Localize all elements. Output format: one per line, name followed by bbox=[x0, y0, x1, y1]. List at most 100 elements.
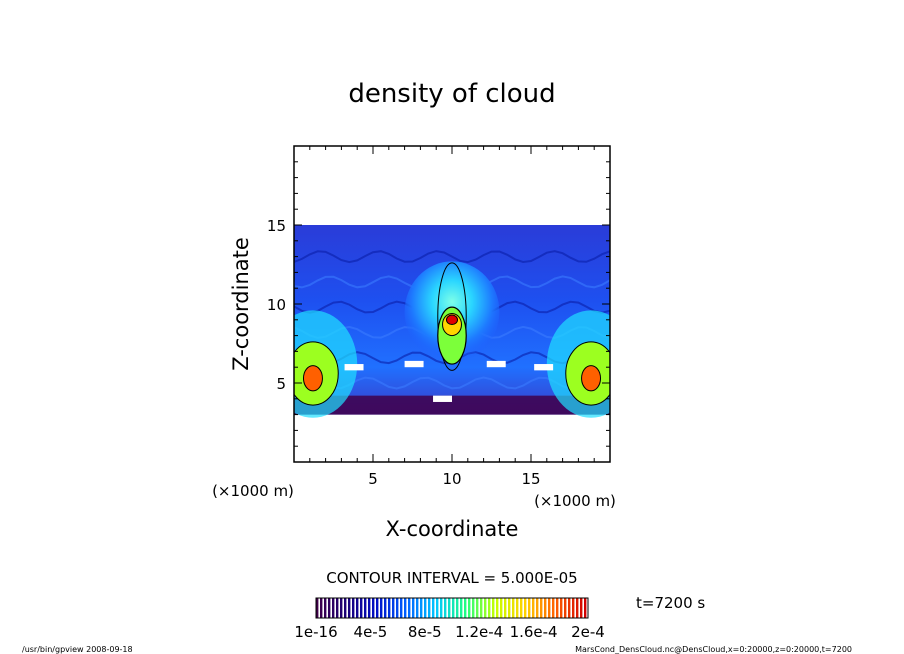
colorbar-stripe bbox=[464, 598, 467, 618]
gap-0 bbox=[344, 364, 364, 371]
colorbar-stripe bbox=[360, 598, 363, 618]
colorbar-stripe bbox=[520, 598, 523, 618]
colorbar-stripe bbox=[408, 598, 411, 618]
gap-3 bbox=[534, 364, 554, 371]
contour-field bbox=[294, 225, 610, 418]
colorbar-stripe bbox=[572, 598, 575, 618]
x-axis-label: X-coordinate bbox=[386, 517, 519, 541]
lower-fringe bbox=[294, 395, 610, 415]
colorbar-stripe bbox=[384, 598, 387, 618]
colorbar-stripe bbox=[564, 598, 567, 618]
colorbar-stripe bbox=[484, 598, 487, 618]
colorbar-frame bbox=[315, 597, 589, 619]
colorbar-tick-label: 1.6e-4 bbox=[510, 623, 558, 641]
plume-contour bbox=[437, 262, 467, 371]
colorbar-tick-label: 1e-16 bbox=[294, 623, 337, 641]
colorbar-stripe bbox=[320, 598, 323, 618]
colorbar-stripe bbox=[512, 598, 515, 618]
colorbar-stripe bbox=[480, 598, 483, 618]
colorbar-stripe bbox=[472, 598, 475, 618]
colorbar-stripe bbox=[504, 598, 507, 618]
colorbar-stripe bbox=[544, 598, 547, 618]
gap-2 bbox=[486, 360, 506, 368]
colorbar-stripe bbox=[420, 598, 423, 618]
colorbar-stripe bbox=[432, 598, 435, 618]
x-tick-label: 10 bbox=[442, 470, 461, 488]
colorbar-stripe bbox=[476, 598, 479, 618]
colorbar-stripe bbox=[396, 598, 399, 618]
colorbar-stripe bbox=[392, 598, 395, 618]
colorbar-stripe bbox=[424, 598, 427, 618]
colorbar-tick-label: 2e-4 bbox=[571, 623, 605, 641]
colorbar-stripe bbox=[440, 598, 443, 618]
colorbar-stripe bbox=[428, 598, 431, 618]
colorbar-stripe bbox=[364, 598, 367, 618]
y-tick-label: 15 bbox=[267, 217, 286, 235]
y-unit-label: (×1000 m) bbox=[212, 482, 294, 500]
footer-right: MarsCond_DensCloud.nc@DensCloud,x=0:2000… bbox=[575, 645, 852, 654]
colorbar-stripe bbox=[536, 598, 539, 618]
colorbar-stripe bbox=[556, 598, 559, 618]
colorbar-stripe bbox=[356, 598, 359, 618]
colorbar bbox=[316, 598, 587, 618]
colorbar-stripe bbox=[532, 598, 535, 618]
footer-left: /usr/bin/gpview 2008-09-18 bbox=[22, 645, 133, 654]
colorbar-stripe bbox=[336, 598, 339, 618]
colorbar-stripe bbox=[452, 598, 455, 618]
colorbar-stripe bbox=[468, 598, 471, 618]
axis-ticks: 5 10 15 5 10 15 bbox=[267, 145, 611, 488]
colorbar-stripe bbox=[376, 598, 379, 618]
y-axis-label: Z-coordinate bbox=[229, 237, 253, 371]
colorbar-stripe bbox=[580, 598, 583, 618]
colorbar-stripe bbox=[388, 598, 391, 618]
colorbar-stripe bbox=[436, 598, 439, 618]
plume-core-red bbox=[445, 314, 459, 326]
colorbar-stripe bbox=[316, 598, 319, 618]
colorbar-stripe bbox=[460, 598, 463, 618]
colorbar-stripe bbox=[456, 598, 459, 618]
gap-4 bbox=[433, 395, 452, 402]
colorbar-stripe bbox=[352, 598, 355, 618]
colorbar-stripe bbox=[488, 598, 491, 618]
colorbar-stripe bbox=[560, 598, 563, 618]
colorbar-stripe bbox=[416, 598, 419, 618]
colorbar-stripe bbox=[380, 598, 383, 618]
time-label: t=7200 s bbox=[636, 594, 705, 612]
colorbar-tick-label: 4e-5 bbox=[354, 623, 388, 641]
colorbar-tick-labels: 1e-16 4e-5 8e-5 1.2e-4 1.6e-4 2e-4 bbox=[294, 623, 605, 641]
colorbar-stripe bbox=[324, 598, 327, 618]
colorbar-stripe bbox=[552, 598, 555, 618]
colorbar-stripe bbox=[400, 598, 403, 618]
y-tick-label: 5 bbox=[276, 375, 286, 393]
chart-title: density of cloud bbox=[348, 79, 555, 109]
colorbar-stripe bbox=[584, 598, 587, 618]
x-tick-label: 15 bbox=[521, 470, 540, 488]
colorbar-stripe bbox=[540, 598, 543, 618]
colorbar-tick-label: 1.2e-4 bbox=[455, 623, 503, 641]
field-layer bbox=[294, 250, 610, 264]
colorbar-stripe bbox=[500, 598, 503, 618]
colorbar-stripe bbox=[412, 598, 415, 618]
gap-1 bbox=[404, 360, 424, 368]
field-structures bbox=[294, 250, 610, 418]
colorbar-stripe bbox=[448, 598, 451, 618]
side-hot-0 bbox=[302, 365, 323, 392]
colorbar-stripe bbox=[404, 598, 407, 618]
colorbar-stripe bbox=[372, 598, 375, 618]
colorbar-stripe bbox=[444, 598, 447, 618]
colorbar-tick-label: 8e-5 bbox=[408, 623, 442, 641]
colorbar-stripe bbox=[328, 598, 331, 618]
y-tick-label: 10 bbox=[267, 296, 286, 314]
colorbar-stripe bbox=[524, 598, 527, 618]
colorbar-stripe bbox=[368, 598, 371, 618]
contour-interval-text: CONTOUR INTERVAL = 5.000E-05 bbox=[326, 569, 577, 587]
side-hot-1 bbox=[581, 365, 602, 392]
colorbar-stripe bbox=[548, 598, 551, 618]
colorbar-stripe bbox=[508, 598, 511, 618]
colorbar-stripe bbox=[516, 598, 519, 618]
colorbar-stripe bbox=[348, 598, 351, 618]
colorbar-stripe bbox=[344, 598, 347, 618]
colorbar-stripe bbox=[568, 598, 571, 618]
colorbar-stripe bbox=[332, 598, 335, 618]
